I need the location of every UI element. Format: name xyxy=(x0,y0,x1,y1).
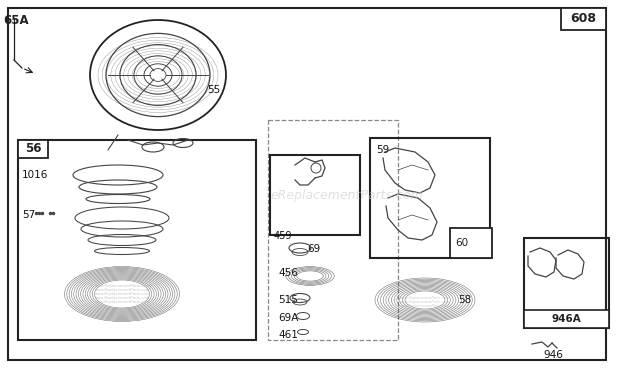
Text: 69: 69 xyxy=(307,244,321,254)
Text: 456: 456 xyxy=(278,268,298,278)
Text: 57: 57 xyxy=(22,210,35,220)
Text: 69A: 69A xyxy=(278,313,298,323)
Text: www.ReplacementParts.com: www.ReplacementParts.com xyxy=(94,292,150,296)
Text: 55: 55 xyxy=(207,85,220,95)
Text: 59: 59 xyxy=(376,145,389,155)
Bar xyxy=(524,238,609,328)
Text: 459: 459 xyxy=(274,231,293,241)
Bar xyxy=(450,228,492,258)
Bar xyxy=(18,140,48,158)
Text: www.ReplacementParts.com: www.ReplacementParts.com xyxy=(94,284,150,288)
Text: www.ReplacementParts.com: www.ReplacementParts.com xyxy=(94,300,150,304)
Text: 58: 58 xyxy=(458,295,471,305)
Text: 1016: 1016 xyxy=(22,170,48,180)
Text: eReplacementParts.com: eReplacementParts.com xyxy=(270,189,423,201)
Text: 608: 608 xyxy=(570,12,596,26)
Text: 56: 56 xyxy=(25,142,42,156)
Bar xyxy=(561,8,606,30)
Text: 946: 946 xyxy=(543,350,563,360)
Bar xyxy=(270,155,360,235)
Bar xyxy=(18,140,256,340)
Bar xyxy=(524,310,609,328)
Text: 461: 461 xyxy=(278,330,298,340)
Text: www.ReplacementParts.com: www.ReplacementParts.com xyxy=(94,288,150,292)
Text: 946A: 946A xyxy=(552,314,582,324)
Text: www.ReplacementParts.com: www.ReplacementParts.com xyxy=(400,296,450,300)
Bar xyxy=(268,120,398,340)
Text: www.ReplacementParts.com: www.ReplacementParts.com xyxy=(400,304,450,308)
Text: www.ReplacementParts.com: www.ReplacementParts.com xyxy=(94,296,150,300)
Text: www.ReplacementParts.com: www.ReplacementParts.com xyxy=(400,300,450,304)
Bar xyxy=(370,138,490,258)
Text: 65A: 65A xyxy=(3,14,29,27)
Text: 60: 60 xyxy=(455,238,468,248)
Text: 515: 515 xyxy=(278,295,298,305)
